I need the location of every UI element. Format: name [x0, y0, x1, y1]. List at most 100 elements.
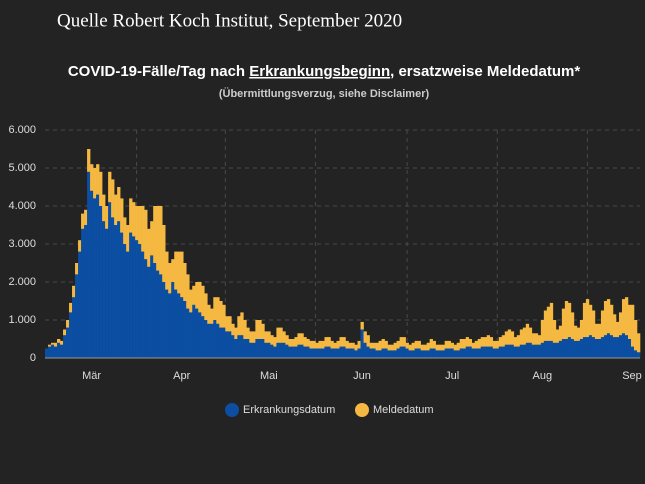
bar-segment	[390, 344, 394, 351]
bar-segment	[561, 339, 566, 358]
bar-segment	[246, 339, 250, 358]
bar-segment	[456, 350, 460, 358]
bar-segment	[309, 340, 313, 349]
bar-segment	[195, 282, 199, 309]
bar-segment	[273, 346, 277, 358]
bar-segment	[366, 346, 370, 358]
bar-segment	[171, 282, 175, 358]
bar-segment	[543, 340, 548, 358]
bar-segment	[408, 344, 412, 351]
bar-segment	[321, 348, 325, 358]
bar-segment	[288, 346, 292, 358]
bar-segment	[324, 346, 328, 358]
bar-segment	[594, 339, 599, 358]
bar-segment	[561, 308, 566, 339]
bar-segment	[162, 282, 166, 358]
bar-segment	[333, 348, 337, 358]
bar-segment	[504, 344, 509, 358]
bar-segment	[291, 346, 295, 358]
bar-segment	[540, 342, 545, 358]
bar-segment	[390, 350, 394, 358]
bar-segment	[621, 299, 626, 334]
bar-segment	[465, 346, 470, 358]
bar-segment	[246, 327, 250, 339]
bar-segment	[195, 308, 199, 358]
legend-marker	[225, 403, 239, 417]
bar-segment	[273, 337, 277, 347]
bar-segment	[546, 306, 551, 341]
bar-segment	[222, 304, 226, 328]
bar-segment	[357, 348, 361, 358]
bar-segment	[261, 339, 265, 358]
bar-segment	[45, 348, 49, 358]
bar-segment	[48, 346, 52, 358]
x-tick-label: Jun	[353, 370, 371, 382]
bar-segment	[339, 337, 343, 347]
bar-segment	[531, 344, 536, 358]
bar-segment	[600, 337, 605, 358]
bar-segment	[558, 340, 563, 358]
bar-segment	[171, 259, 175, 282]
bar-segment	[270, 335, 274, 345]
bar-segment	[198, 282, 202, 313]
bar-segment	[120, 232, 124, 358]
bar-segment	[108, 171, 112, 203]
bar-segment	[102, 221, 106, 358]
bar-segment	[180, 251, 184, 298]
bar-segment	[447, 340, 451, 349]
bar-segment	[306, 346, 310, 358]
bar-segment	[105, 206, 109, 229]
bar-segment	[153, 263, 157, 358]
bar-segment	[372, 348, 376, 358]
bar-segment	[450, 348, 454, 358]
bar-segment	[384, 348, 388, 358]
bar-segment	[525, 342, 530, 358]
bar-segment	[603, 335, 608, 358]
bar-segment	[381, 348, 385, 358]
bar-segment	[585, 337, 590, 358]
bar-segment	[531, 333, 536, 345]
bar-segment	[141, 206, 145, 252]
bar-segment	[156, 270, 160, 358]
bar-segment	[285, 344, 289, 358]
bar-segment	[150, 255, 154, 358]
bar-segment	[606, 333, 611, 358]
bar-segment	[147, 266, 151, 358]
bar-segment	[591, 337, 596, 358]
bar-segment	[435, 344, 439, 351]
bar-segment	[300, 344, 304, 358]
bar-segment	[261, 323, 265, 339]
bar-segment	[129, 232, 133, 358]
bar-segment	[123, 217, 127, 244]
bar-segment	[396, 340, 400, 349]
bar-segment	[81, 213, 85, 229]
bar-segment	[489, 337, 494, 347]
bar-segment	[627, 339, 632, 358]
x-tick-label: Mai	[260, 370, 278, 382]
bar-segment	[513, 346, 518, 358]
bar-segment	[315, 348, 319, 358]
bar-segment	[573, 325, 578, 341]
bar-segment	[231, 335, 235, 358]
bar-segment	[84, 209, 88, 225]
bar-segment	[51, 344, 55, 358]
bar-segment	[138, 206, 142, 244]
bar-segment	[468, 339, 473, 347]
bar-segment	[423, 350, 427, 358]
bar-segment	[630, 304, 635, 347]
bar-segment	[192, 285, 196, 305]
bar-segment	[93, 168, 97, 199]
bar-segment	[240, 335, 244, 358]
bar-segment	[363, 331, 367, 343]
bar-segment	[306, 339, 310, 347]
bar-segment	[78, 251, 82, 358]
bar-segment	[360, 329, 364, 358]
bar-segment	[627, 304, 632, 339]
bar-segment	[510, 331, 515, 345]
bar-segment	[483, 346, 488, 358]
bar-segment	[471, 348, 476, 358]
bar-segment	[303, 337, 307, 347]
bar-segment	[354, 344, 358, 351]
bar-segment	[408, 350, 412, 358]
